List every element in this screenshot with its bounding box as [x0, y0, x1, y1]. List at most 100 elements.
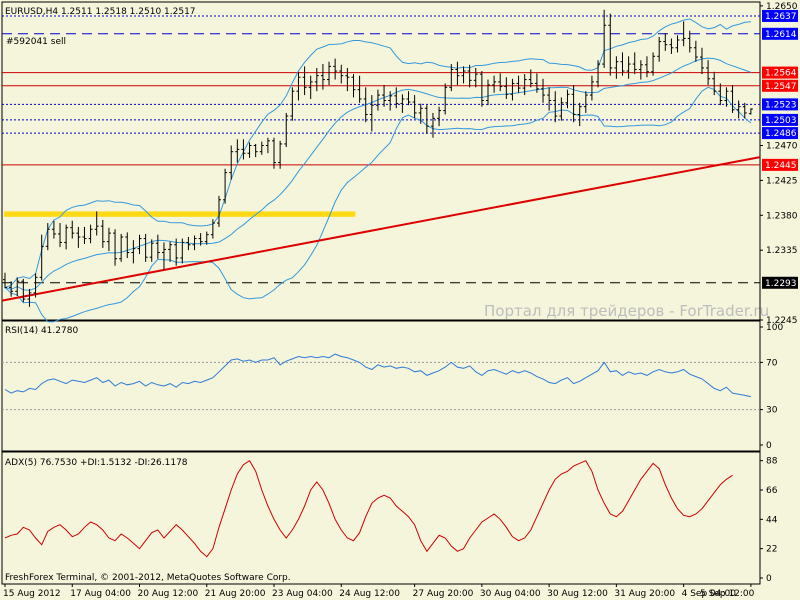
ohlc-bar: [58, 223, 63, 248]
ohlc-bar: [241, 139, 246, 160]
ohlc-bar: [748, 108, 753, 115]
time-axis-label: 17 Aug 04:00: [70, 589, 131, 599]
price-chart[interactable]: [1, 9, 761, 323]
ohlc-bar: [21, 278, 26, 303]
ohlc-bar: [168, 241, 173, 262]
ohlc-bar: [583, 91, 588, 113]
ohlc-bar: [712, 71, 717, 96]
chart-header: EURUSD,H4 1.2511 1.2518 1.2510 1.2517: [5, 7, 196, 17]
panel-frame-3: [1, 451, 761, 585]
price-level-label: 1.2503: [765, 116, 797, 126]
ohlc-bar: [302, 66, 307, 96]
ohlc-bar: [100, 219, 105, 248]
ohlc-bar: [492, 75, 497, 93]
ohlc-bar: [394, 87, 399, 109]
ohlc-bar: [461, 66, 466, 84]
ohlc-bar: [284, 112, 289, 148]
ohlc-bar: [528, 69, 533, 88]
ohlc-bar: [467, 64, 472, 88]
adx-tick-label: 44: [766, 515, 778, 525]
ohlc-bar: [345, 67, 350, 92]
ohlc-bar: [375, 89, 380, 111]
price-tick-label: 1.2425: [766, 176, 798, 186]
ohlc-bar: [736, 100, 741, 119]
ohlc-bar: [265, 137, 270, 154]
price-level-label: 1.2523: [765, 100, 797, 110]
ohlc-bar: [3, 272, 7, 289]
ohlc-bar: [412, 95, 417, 119]
rsi-tick-label: 30: [766, 406, 778, 416]
ohlc-bar: [88, 224, 93, 244]
price-tick-label: 1.2470: [766, 141, 798, 151]
ohlc-bar: [9, 281, 14, 297]
ohlc-bar: [27, 288, 32, 307]
ohlc-bar: [308, 75, 313, 99]
ohlc-bar: [149, 239, 154, 262]
ohlc-bar: [296, 71, 301, 101]
time-axis-label: 15 Aug 2012: [3, 589, 61, 599]
price-tick-label: 1.2650: [766, 2, 798, 12]
ohlc-bar: [724, 87, 729, 107]
panel-frame-2: [1, 320, 761, 452]
price-level-tag: [762, 127, 798, 140]
ohlc-bar: [247, 142, 252, 158]
ohlc-bar: [693, 40, 698, 62]
adx-tick-label: 0: [766, 574, 772, 584]
bollinger-lower: [4, 86, 752, 323]
ohlc-bar: [608, 13, 613, 76]
time-axis-label: 30 Aug 12:00: [547, 589, 608, 599]
time-axis-label: 4 Sep 04:00: [682, 589, 737, 599]
ohlc-bar: [742, 102, 747, 119]
adx-tick-label: 22: [766, 545, 777, 555]
ohlc-bar: [388, 91, 393, 111]
price-tick-label: 1.2245: [766, 316, 798, 326]
adx-panel[interactable]: [4, 459, 733, 558]
ohlc-bar: [223, 168, 228, 204]
ohlc-bar: [498, 73, 503, 92]
ohlc-bar: [39, 234, 44, 281]
rsi-panel[interactable]: [2, 353, 760, 411]
order-label: #592041 sell: [6, 37, 66, 47]
ohlc-bar: [229, 145, 234, 180]
ohlc-bar: [64, 224, 69, 250]
support-trendline: [1, 156, 761, 302]
adx-tick-label: 88: [766, 457, 778, 467]
copyright-text: FreshForex Terminal, © 2001-2012, MetaQu…: [5, 573, 291, 583]
ohlc-bar: [638, 60, 643, 80]
ohlc-bar: [565, 89, 570, 109]
time-axis-label: 21 Aug 20:00: [205, 589, 266, 599]
ohlc-bar: [485, 79, 490, 106]
ohlc-bar: [437, 106, 442, 127]
ohlc-bar: [51, 220, 56, 239]
bollinger-upper: [4, 18, 751, 288]
ohlc-bar: [553, 91, 558, 123]
ohlc-bar: [455, 61, 460, 85]
ohlc-bar: [669, 38, 674, 54]
ohlc-bar: [174, 238, 179, 266]
price-tick-label: 1.2380: [766, 211, 798, 221]
ohlc-bar: [327, 61, 332, 85]
ohlc-bar: [443, 83, 448, 115]
ohlc-bar: [272, 137, 277, 169]
price-level-label: 1.2486: [765, 129, 797, 139]
ohlc-bar: [351, 74, 356, 98]
ohlc-bar: [253, 143, 258, 158]
ohlc-bar: [534, 73, 539, 93]
ohlc-bar: [125, 232, 130, 258]
ohlc-bar: [235, 139, 240, 163]
rsi-line: [4, 353, 751, 398]
rsi-title: RSI(14) 41.2780: [5, 326, 78, 336]
ohlc-bar: [651, 52, 656, 76]
price-level-tag: [762, 79, 798, 92]
ohlc-bar: [161, 242, 166, 270]
price-level-tag: [762, 158, 798, 171]
ohlc-bar: [632, 52, 637, 75]
ohlc-bar: [406, 91, 411, 106]
ohlc-bar: [706, 60, 711, 85]
time-axis-label: 23 Aug 04:00: [272, 589, 333, 599]
ohlc-bar: [620, 52, 625, 76]
ohlc-bar: [363, 87, 368, 123]
price-level-tag: [762, 66, 798, 79]
ohlc-bar: [192, 235, 197, 251]
